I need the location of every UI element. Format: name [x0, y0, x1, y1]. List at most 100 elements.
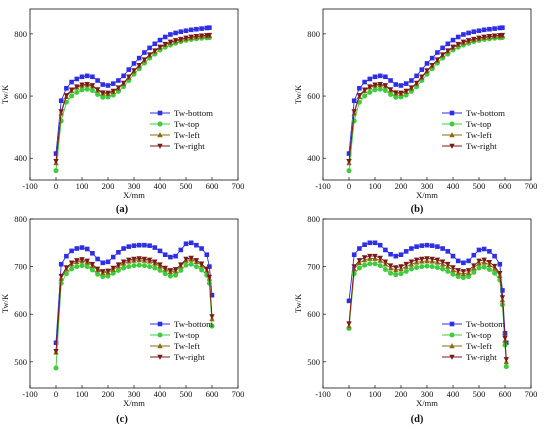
x-tick-label: 600: [206, 389, 219, 399]
data-point: [388, 78, 393, 83]
data-point: [206, 32, 213, 39]
data-point: [115, 85, 122, 91]
data-point: [362, 79, 367, 85]
x-tick-label: 400: [154, 181, 167, 191]
data-point: [424, 256, 430, 262]
data-point: [58, 273, 64, 280]
data-point: [100, 94, 106, 100]
data-point: [121, 265, 127, 271]
data-point: [440, 45, 445, 51]
data-point: [126, 74, 132, 80]
legend-marker: [157, 343, 163, 349]
data-point: [409, 246, 414, 251]
legend-marker: [449, 343, 455, 349]
data-point: [74, 76, 80, 82]
data-point: [351, 109, 357, 115]
x-tick-label: 300: [421, 389, 434, 399]
chart-panel-2: -100 0 100 200 300 400 500 600 700 500 600 700 800 X/…: [0, 214, 244, 425]
data-point: [471, 29, 477, 34]
data-point: [142, 50, 147, 55]
series-Tw-right: [53, 32, 213, 165]
data-point: [157, 267, 163, 273]
series-Tw-right: [346, 32, 506, 165]
data-point: [393, 82, 399, 87]
data-point: [492, 26, 497, 31]
data-point: [183, 262, 189, 268]
data-point: [398, 83, 404, 88]
data-point: [362, 242, 367, 248]
data-point: [120, 259, 127, 265]
x-tick-label: 100: [369, 181, 382, 191]
data-point: [481, 246, 487, 252]
y-tick-label: 700: [307, 262, 320, 272]
legend-entry: Tw-top: [466, 119, 492, 129]
data-point: [89, 261, 96, 268]
data-point: [136, 62, 142, 69]
data-point: [362, 262, 368, 268]
data-point: [351, 98, 357, 104]
data-point: [346, 298, 352, 304]
data-point: [84, 258, 90, 264]
data-point: [100, 269, 106, 275]
data-point: [53, 365, 59, 371]
data-point: [178, 36, 184, 43]
data-point: [84, 73, 90, 79]
data-point: [53, 168, 59, 174]
x-tick-label: 0: [347, 181, 351, 191]
legend-marker: [157, 121, 163, 127]
data-point: [356, 258, 363, 264]
data-point: [367, 240, 373, 246]
data-point: [492, 270, 498, 276]
data-point: [178, 29, 184, 34]
data-point: [146, 257, 153, 263]
data-point: [162, 41, 168, 48]
data-point: [450, 271, 456, 277]
data-point: [497, 261, 503, 267]
data-point: [194, 26, 199, 32]
data-point: [445, 41, 451, 47]
data-point: [486, 260, 493, 266]
data-point: [173, 272, 179, 278]
data-point: [141, 57, 148, 63]
data-point: [387, 263, 394, 269]
y-tick-label: 600: [307, 91, 320, 101]
data-point: [84, 246, 90, 252]
data-point: [372, 74, 378, 80]
data-point: [105, 83, 111, 88]
data-point: [146, 52, 153, 58]
data-point: [377, 81, 383, 88]
data-point: [357, 85, 362, 91]
data-point: [178, 247, 184, 253]
data-point: [74, 258, 80, 264]
data-point: [147, 264, 153, 270]
data-point: [183, 28, 189, 34]
x-tick-label: 100: [76, 181, 89, 191]
data-point: [79, 82, 85, 88]
series-Tw-top: [346, 35, 505, 174]
legend-marker: [157, 110, 163, 116]
x-tick-label: 100: [369, 389, 382, 399]
data-point: [434, 57, 441, 63]
data-point: [393, 253, 399, 259]
data-point: [199, 26, 204, 31]
x-tick-label: 300: [421, 181, 434, 191]
data-point: [53, 151, 59, 156]
x-tick-label: 100: [76, 389, 89, 399]
data-point: [152, 41, 158, 47]
data-point: [147, 243, 152, 248]
data-point: [110, 270, 116, 276]
data-point: [403, 268, 409, 274]
data-point: [63, 265, 70, 271]
y-tick-label: 600: [14, 91, 27, 101]
data-point: [188, 255, 194, 261]
legend-entry: Tw-bottom: [466, 108, 505, 118]
data-point: [476, 28, 482, 34]
data-point: [408, 259, 415, 265]
data-point: [105, 268, 111, 274]
data-point: [476, 265, 482, 271]
data-point: [403, 81, 409, 86]
data-point: [393, 265, 399, 271]
data-point: [367, 89, 373, 95]
